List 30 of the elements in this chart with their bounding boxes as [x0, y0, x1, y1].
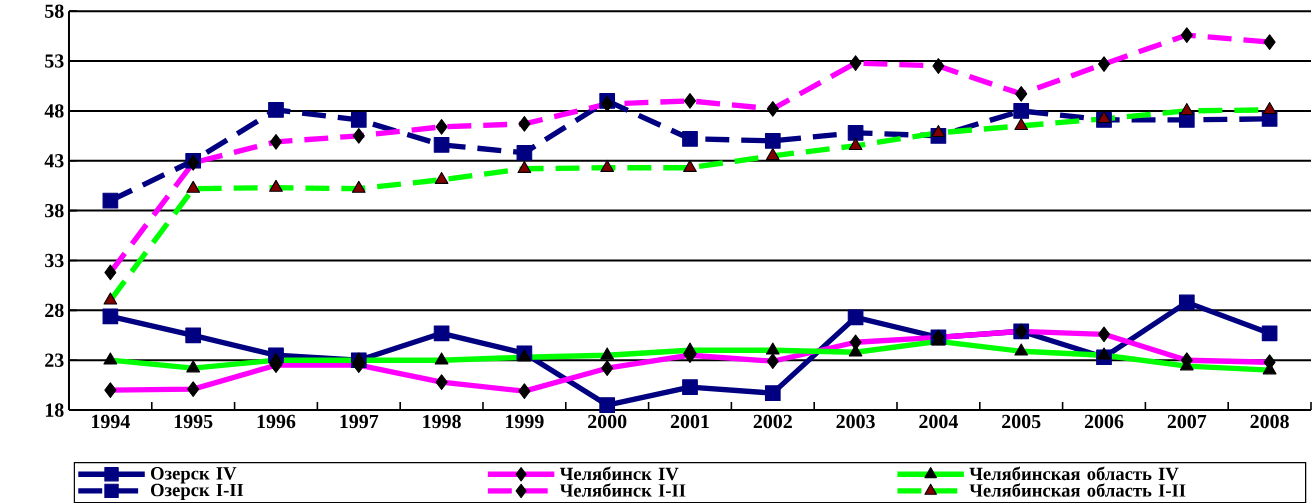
- legend-label: Озерск IV: [151, 467, 237, 484]
- y-tick-label: 33: [45, 253, 64, 268]
- x-tick-label: 2001: [670, 414, 709, 429]
- x-tick-label: 2008: [1250, 414, 1289, 429]
- x-tick-label: 2000: [588, 414, 627, 429]
- x-tick-label: 2005: [1002, 414, 1041, 429]
- legend-label: Челябинская область I-II: [969, 483, 1186, 497]
- y-tick-label: 48: [44, 104, 64, 118]
- x-tick-label: 2004: [919, 414, 958, 429]
- y-tick-label: 53: [45, 54, 64, 68]
- legend-label: Озерск I-II: [151, 483, 244, 500]
- legend-label: Челябинск IV: [559, 466, 679, 481]
- legend-label: Челябинск I-II: [559, 483, 686, 497]
- legend-label: Челябинская область IV: [969, 466, 1179, 481]
- x-tick-label: 1996: [257, 414, 296, 429]
- x-tick-label: 2003: [836, 414, 875, 429]
- x-tick-label: 2002: [753, 414, 792, 429]
- x-tick-label: 1998: [423, 414, 461, 429]
- y-tick-label: 23: [45, 353, 64, 367]
- x-tick-label: 1997: [340, 414, 379, 429]
- x-tick-label: 1994: [92, 414, 130, 429]
- x-tick-label: 2007: [1167, 414, 1207, 429]
- x-tick-label: 1995: [174, 414, 213, 429]
- y-tick-label: 38: [45, 203, 64, 218]
- y-tick-label: 58: [45, 4, 64, 18]
- y-tick-label: 18: [45, 403, 64, 417]
- x-tick-label: 2006: [1084, 414, 1124, 429]
- y-tick-label: 28: [45, 303, 64, 317]
- y-tick-label: 43: [44, 153, 64, 168]
- x-tick-label: 1999: [506, 414, 544, 429]
